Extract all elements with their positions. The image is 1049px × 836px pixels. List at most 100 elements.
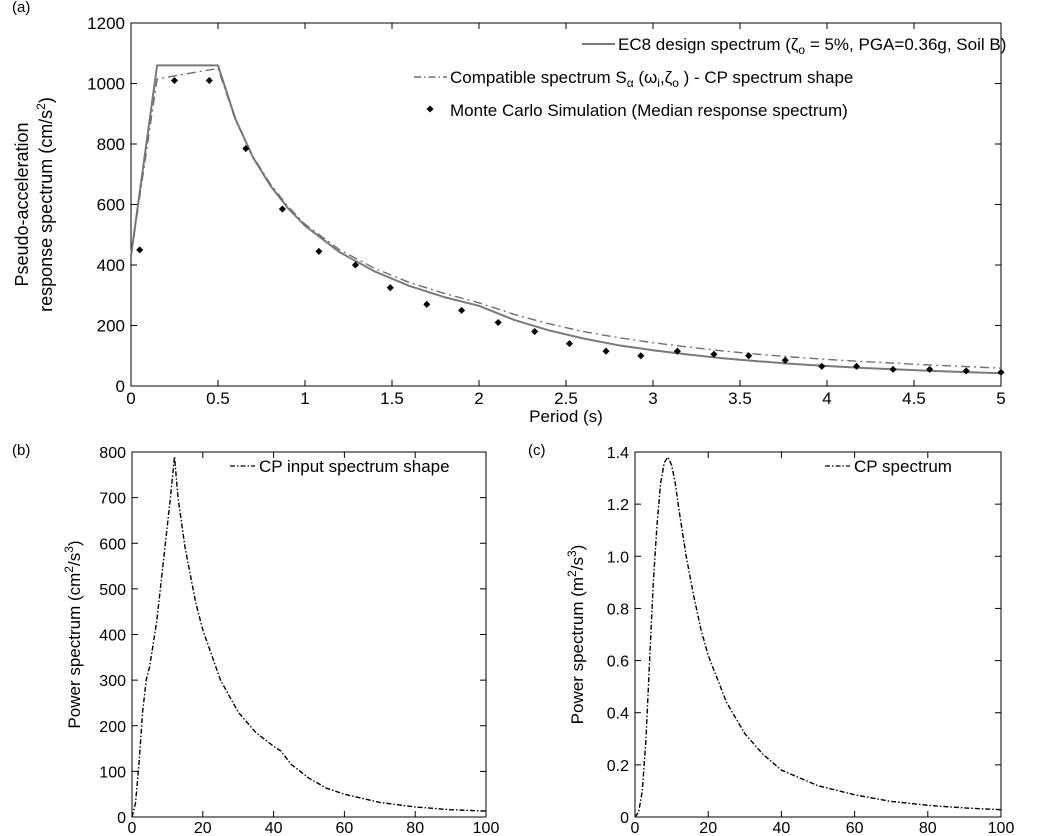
panel-c: (c) CP spectrum — [528, 442, 952, 476]
y-tick-label: 700 — [99, 491, 126, 508]
monte-carlo-point — [136, 246, 144, 254]
x-tick-label: 4 — [822, 389, 831, 408]
x-tick-label: 5 — [996, 389, 1005, 408]
y-tick-label: 400 — [99, 628, 126, 645]
y-tick-label: 1.4 — [607, 445, 629, 462]
monte-carlo-point — [531, 328, 539, 336]
panel-a-legend: EC8 design spectrum (ζo = 5%, PGA=0.36g,… — [414, 35, 1006, 120]
y-tick-label: 0 — [620, 810, 629, 827]
y-tick-label: 200 — [97, 317, 125, 336]
monte-carlo-point — [205, 76, 213, 85]
y-tick-label: 0.6 — [607, 654, 629, 671]
panel-c-label: (c) — [528, 442, 546, 459]
monte-carlo-point — [602, 347, 610, 355]
x-tick-label: 0 — [126, 389, 135, 408]
y-tick-label: 0 — [116, 377, 125, 396]
monte-carlo-point — [458, 306, 466, 314]
monte-carlo-point — [673, 347, 681, 355]
x-tick-label: 3.5 — [728, 389, 752, 408]
monte-carlo-point — [853, 362, 861, 370]
ec8-design-spectrum-line — [130, 64, 1002, 375]
y-axis-label-text: Power spectrum (m — [568, 577, 587, 724]
cp-input-legend-label: CP input spectrum shape — [259, 457, 450, 476]
x-tick-label: 2 — [474, 389, 483, 408]
y-tick-label: 100 — [99, 764, 126, 781]
y-axis-label-sup: 3 — [62, 546, 76, 553]
y-axis-label-text: Power spectrum (cm — [65, 573, 84, 729]
x-tick-label: 3 — [648, 389, 657, 408]
monte-carlo-legend-label: Monte Carlo Simulation (Median response … — [450, 101, 848, 120]
x-tick-label: 100 — [473, 820, 500, 836]
monte-carlo-point — [351, 261, 359, 269]
plot-area-0: 0 0.5 1 1.5 2 2.5 3 3.5 4 4.5 5 0 200 400 600 800 1000 12… — [12, 14, 1006, 426]
monte-carlo-point — [889, 365, 897, 373]
compatible-legend-label: Compatible spectrum Sα (ωi,ζo ) - CP spe… — [450, 68, 853, 90]
panel-b: (b) CP input spectrum shape — [12, 442, 450, 476]
y-tick-label: 0 — [117, 810, 126, 827]
y-axis-label: Power spectrum (cm2/s3) — [62, 540, 84, 728]
y-axis-label-sup: 2 — [62, 566, 76, 573]
y-tick-label: 0.4 — [607, 706, 629, 723]
x-tick-label: 0 — [128, 820, 137, 836]
monte-carlo-point — [170, 76, 179, 85]
monte-carlo-point — [423, 300, 431, 308]
x-tick-label: 20 — [699, 820, 717, 836]
y-tick-label: 600 — [97, 196, 125, 215]
panel-a-label: (a) — [12, 0, 30, 16]
y-axis-label-text: response spectrum (cm/s — [36, 110, 56, 312]
y-tick-label: 800 — [97, 135, 125, 154]
monte-carlo-point — [745, 352, 753, 360]
plot-area-2: 02040608010000.20.40.60.81.01.21.4Freque… — [565, 445, 1014, 836]
monte-carlo-point — [962, 367, 970, 375]
y-tick-label: 0.2 — [607, 758, 629, 775]
x-tick-label: 60 — [336, 820, 354, 836]
panel-b-label: (b) — [12, 442, 30, 459]
cp-spectrum-line — [634, 456, 1002, 818]
y-axis-label-sup: 2 — [565, 570, 579, 577]
x-tick-label: 100 — [988, 820, 1015, 836]
y-tick-label: 400 — [97, 256, 125, 275]
y-axis-label-close: ) — [36, 97, 56, 103]
monte-carlo-point — [637, 352, 645, 360]
y-tick-label: 600 — [99, 536, 126, 553]
y-axis-label-sup: 2 — [34, 103, 48, 110]
y-axis-label-line1: Pseudo-acceleration — [12, 122, 32, 286]
monte-carlo-point — [278, 205, 286, 213]
y-tick-label: 1.0 — [607, 549, 629, 566]
monte-carlo-point — [315, 247, 323, 255]
y-tick-label: 1200 — [87, 14, 125, 33]
monte-carlo-point — [926, 365, 934, 373]
x-axis-label: Period (s) — [529, 407, 603, 426]
monte-carlo-point — [242, 145, 250, 153]
panel-b-legend: CP input spectrum shape — [230, 457, 450, 476]
monte-carlo-point — [710, 350, 718, 358]
monte-carlo-point — [781, 356, 789, 364]
x-tick-label: 0 — [631, 820, 640, 836]
y-tick-label: 1000 — [87, 75, 125, 94]
cp-spectrum-legend-label: CP spectrum — [854, 457, 952, 476]
cp-input-spectrum-line — [131, 455, 487, 818]
y-tick-label: 300 — [99, 673, 126, 690]
x-tick-label: 2.5 — [554, 389, 578, 408]
monte-carlo-point — [818, 362, 826, 370]
y-axis-label-line2: response spectrum (cm/s2) — [34, 97, 56, 312]
y-axis-label: Power spectrum (m2/s3) — [565, 545, 587, 725]
y-tick-label: 200 — [99, 719, 126, 736]
x-tick-label: 40 — [265, 820, 283, 836]
x-tick-label: 60 — [846, 820, 864, 836]
x-tick-label: 80 — [919, 820, 937, 836]
x-tick-label: 1.5 — [380, 389, 404, 408]
axes-frame — [131, 451, 487, 818]
y-axis-label-close: ) — [568, 545, 587, 551]
y-tick-label: 500 — [99, 582, 126, 599]
ec8-legend-label: EC8 design spectrum (ζo = 5%, PGA=0.36g,… — [618, 35, 1006, 57]
x-tick-label: 80 — [406, 820, 424, 836]
monte-carlo-point — [565, 340, 574, 348]
y-tick-label: 800 — [99, 445, 126, 462]
y-axis-label-close: ) — [65, 540, 84, 546]
y-tick-label: 1.2 — [607, 497, 629, 514]
compatible-spectrum-line — [130, 67, 1002, 369]
x-tick-label: 1 — [300, 389, 309, 408]
x-tick-label: 20 — [194, 820, 212, 836]
